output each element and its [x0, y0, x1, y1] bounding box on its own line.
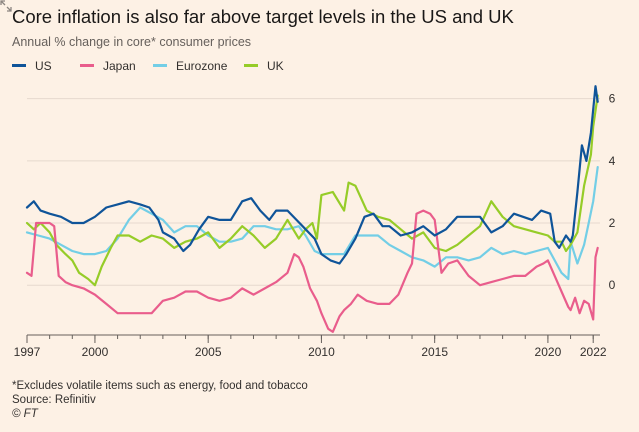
legend-swatch-japan	[80, 64, 94, 68]
footnote: *Excludes volatile items such as energy,…	[12, 380, 308, 392]
x-tick-label-2005: 2005	[195, 345, 222, 359]
legend-label-uk: UK	[267, 59, 284, 73]
series-lines	[25, 85, 599, 333]
legend-label-us: US	[35, 59, 52, 73]
gridlines	[27, 98, 600, 286]
y-tick-label-2: 2	[609, 216, 616, 230]
axes: 0 2 4 6 1997 2000 2005 2010 2015 2020 2022	[14, 92, 616, 359]
legend-swatch-eurozone	[153, 64, 167, 68]
y-tick-label-6: 6	[609, 92, 616, 106]
x-tick-label-2015: 2015	[421, 345, 448, 359]
y-tick-label-0: 0	[609, 278, 616, 292]
series-line-japan	[25, 209, 599, 333]
expand-icon[interactable]	[0, 0, 12, 12]
source-note: Source: Refinitiv	[12, 394, 96, 406]
legend-swatch-uk	[244, 64, 258, 68]
x-tick-label-1997: 1997	[14, 345, 41, 359]
legend-swatch-us	[12, 64, 26, 68]
legend-item-us: US	[12, 59, 52, 73]
legend-item-japan: Japan	[80, 59, 136, 73]
series-line-eurozone	[25, 166, 599, 281]
chart-title: Core inflation is also far above target …	[12, 6, 514, 27]
y-tick-label-4: 4	[609, 154, 616, 168]
x-tick-label-2022: 2022	[580, 345, 607, 359]
credit: © FT	[12, 408, 38, 420]
series-line-us	[25, 85, 599, 265]
legend-item-eurozone: Eurozone	[153, 59, 227, 73]
x-tick-label-2020: 2020	[535, 345, 562, 359]
x-tick-label-2000: 2000	[82, 345, 109, 359]
chart-subtitle: Annual % change in core* consumer prices	[12, 35, 252, 49]
series-line-uk	[25, 94, 599, 287]
legend-item-uk: UK	[244, 59, 284, 73]
x-tick-label-2010: 2010	[308, 345, 335, 359]
legend-label-eurozone: Eurozone	[176, 59, 228, 73]
legend-label-japan: Japan	[103, 59, 136, 73]
